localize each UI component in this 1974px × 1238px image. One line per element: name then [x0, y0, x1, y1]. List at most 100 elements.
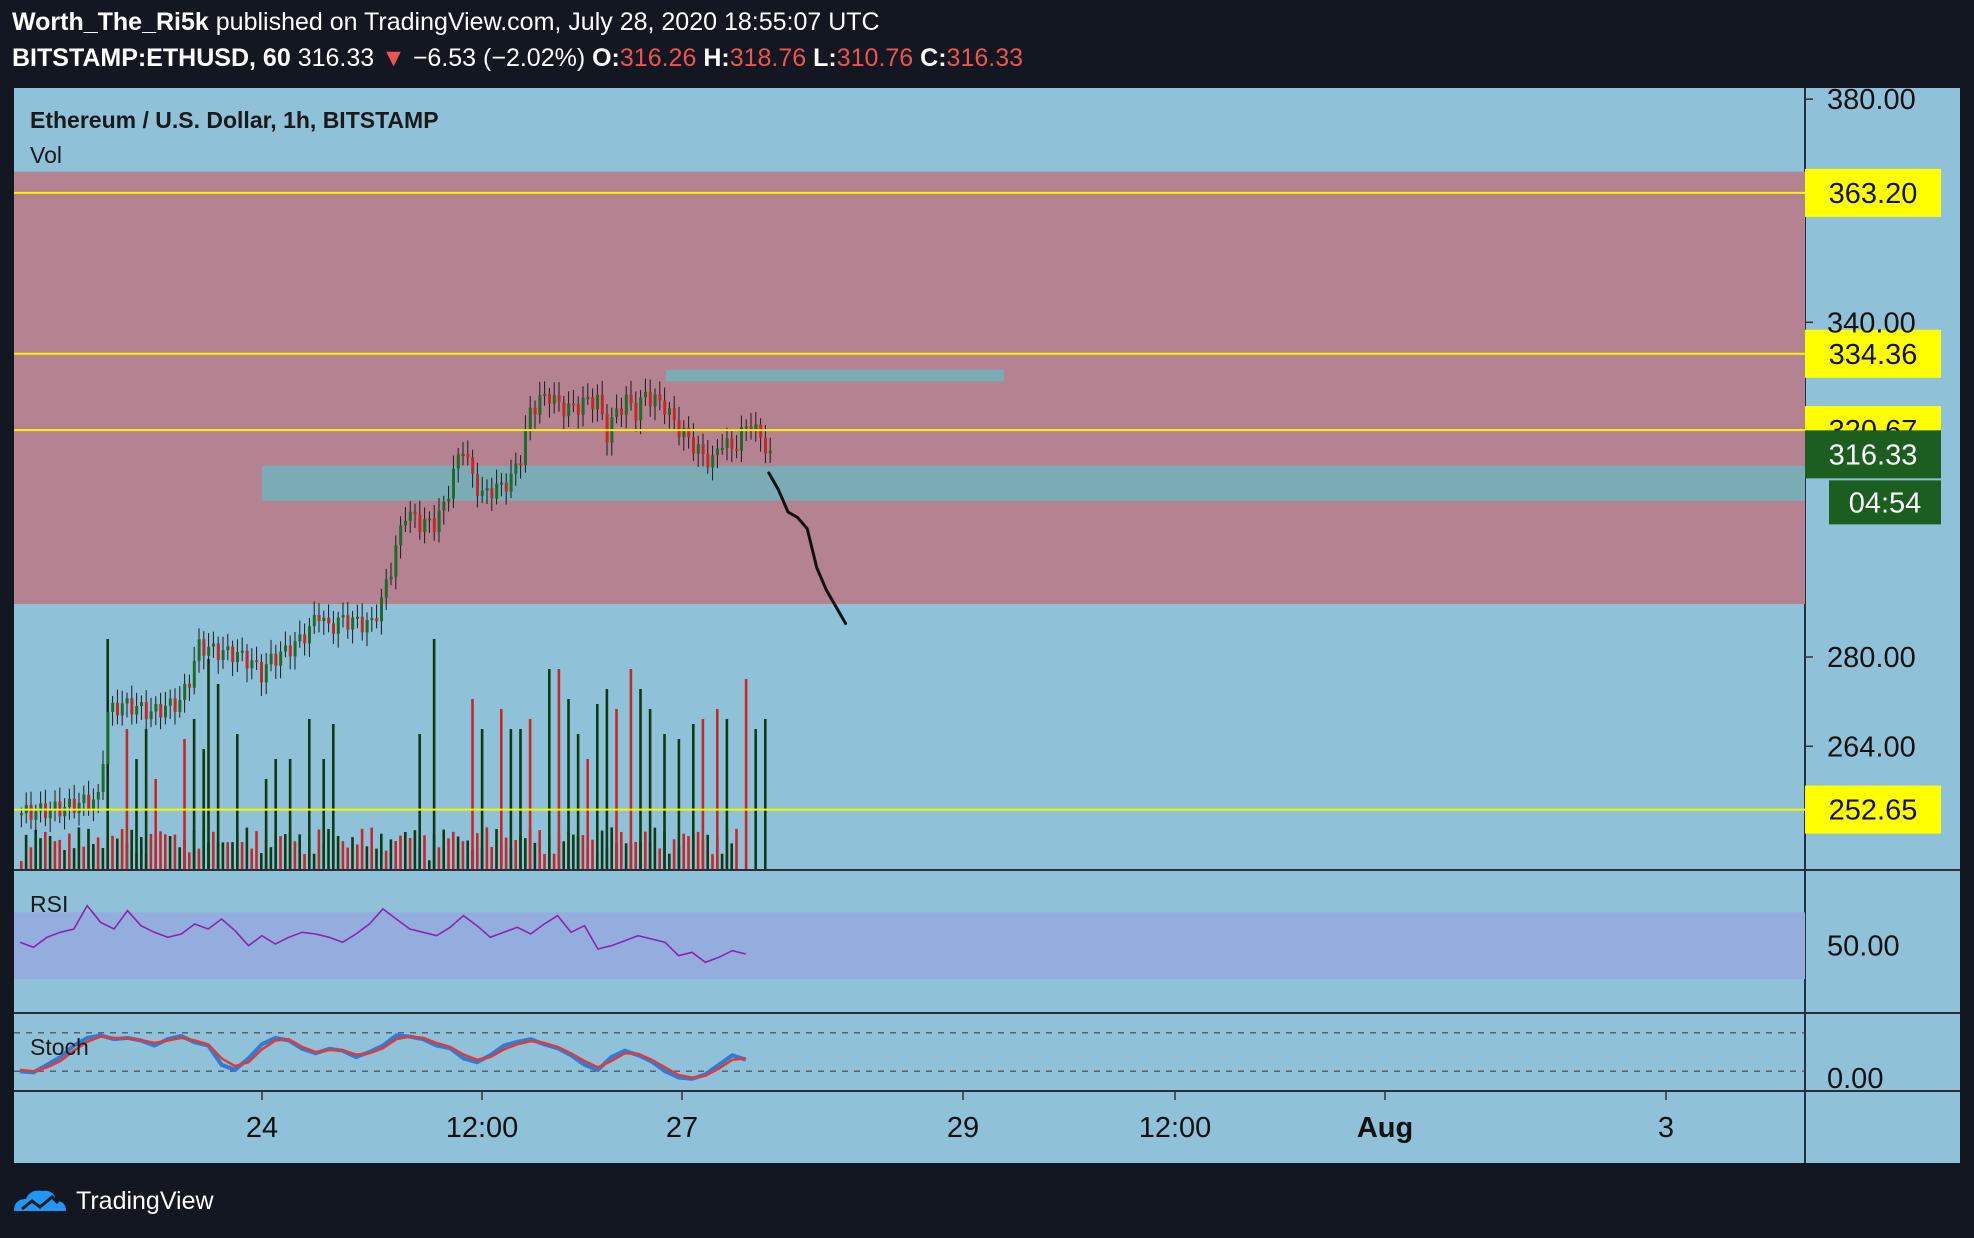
volume-bar [764, 719, 767, 869]
volume-bar [528, 719, 532, 869]
candle-body [533, 407, 537, 415]
candle-body [706, 453, 710, 468]
candle-body [591, 397, 595, 410]
candle-body [111, 702, 115, 712]
volume-bar [456, 836, 460, 869]
volume-bar [192, 719, 196, 869]
volume-bar [389, 839, 393, 869]
candle-body [44, 803, 47, 819]
candle-body [548, 393, 551, 404]
volume-bar [226, 842, 229, 869]
candle-body [288, 645, 292, 657]
volume-bar [312, 853, 316, 869]
candle-body [351, 617, 355, 630]
resistance-zone [14, 171, 1805, 605]
tradingview-logo-icon [14, 1190, 66, 1211]
candle-body [711, 455, 715, 468]
volume-bar [384, 850, 388, 869]
volume-bar [504, 837, 508, 869]
volume-bar [72, 848, 76, 869]
candle-body [528, 407, 532, 429]
top-resistance-box [666, 369, 1004, 382]
volume-bar [293, 841, 297, 869]
tradingview-watermark[interactable]: TradingView [12, 1185, 214, 1217]
candle-body [240, 650, 244, 653]
volume-bar [240, 842, 244, 869]
candle-body [653, 394, 657, 407]
volume-bar [255, 831, 258, 869]
volume-bar [452, 831, 455, 869]
time-axis[interactable] [14, 1092, 1960, 1163]
candle-body [476, 474, 479, 496]
volume-bar [653, 827, 657, 869]
stoch-pane[interactable] [14, 1014, 1805, 1090]
candle-body [648, 392, 652, 407]
candle-body [164, 705, 167, 718]
volume-bar [500, 709, 503, 869]
volume-bar [404, 831, 407, 869]
volume-bar [634, 841, 637, 869]
candle-body [600, 394, 604, 414]
price-tick-label: 280.00 [1827, 642, 1916, 674]
volume-bar [658, 848, 661, 869]
candle-body [716, 448, 719, 456]
volume-bar [68, 833, 71, 869]
candle-body [303, 634, 307, 644]
price-tick-label: 264.00 [1827, 731, 1916, 763]
volume-bar [648, 709, 652, 869]
time-tick-label: 12:00 [446, 1112, 519, 1144]
candle-body [202, 639, 206, 656]
volume-bar [476, 833, 479, 869]
volume-bar [274, 759, 277, 869]
candle-body [557, 395, 561, 403]
close-label: C: [920, 44, 947, 72]
volume-bar [178, 847, 181, 869]
volume-bar [557, 669, 561, 869]
candle-body [687, 427, 691, 438]
last-price: 316.33 [297, 44, 375, 72]
volume-bar [159, 831, 162, 869]
volume-bar [140, 836, 143, 869]
volume-bar [250, 848, 253, 869]
volume-bar [327, 828, 330, 869]
volume-bar [730, 843, 733, 869]
volume-bar [548, 669, 551, 869]
price-axis[interactable] [1805, 88, 1960, 1090]
volume-bar [188, 852, 191, 869]
volume-bar [58, 839, 61, 869]
volume-bar [87, 828, 90, 869]
volume-bar [725, 719, 729, 869]
time-tick-label: 3 [1658, 1112, 1674, 1144]
volume-bar [125, 729, 129, 869]
projection-drawing[interactable] [767, 471, 848, 625]
candle-body [452, 468, 455, 499]
candle-body [236, 651, 239, 663]
publish-info: Worth_The_Ri5k published on TradingView.… [12, 8, 880, 37]
volume-bar [77, 827, 81, 869]
candle-body [394, 545, 398, 577]
current-price-value: 316.33 [1829, 439, 1918, 471]
candle-body [375, 618, 379, 622]
candle-body [768, 450, 772, 454]
time-tick-label: 24 [246, 1112, 278, 1144]
volume-bar [197, 848, 201, 869]
author-name[interactable]: Worth_The_Ri5k [12, 8, 209, 36]
volume-bar [418, 734, 421, 869]
candle-body [764, 437, 767, 454]
volume-bar [605, 689, 609, 869]
volume-bar [572, 834, 575, 869]
volume-bar [432, 639, 436, 869]
volume-bar [413, 830, 417, 869]
current-price-tag [1805, 430, 1941, 479]
volume-label: Vol [30, 142, 62, 168]
volume-bar [130, 829, 133, 869]
countdown-tag [1829, 480, 1941, 525]
volume-bar [509, 729, 513, 869]
volume-bar [692, 724, 695, 869]
candle-body [413, 511, 417, 515]
candle-body [543, 393, 547, 396]
level-value: 252.65 [1829, 795, 1918, 827]
candle-body [514, 463, 518, 474]
candle-body [624, 394, 628, 415]
